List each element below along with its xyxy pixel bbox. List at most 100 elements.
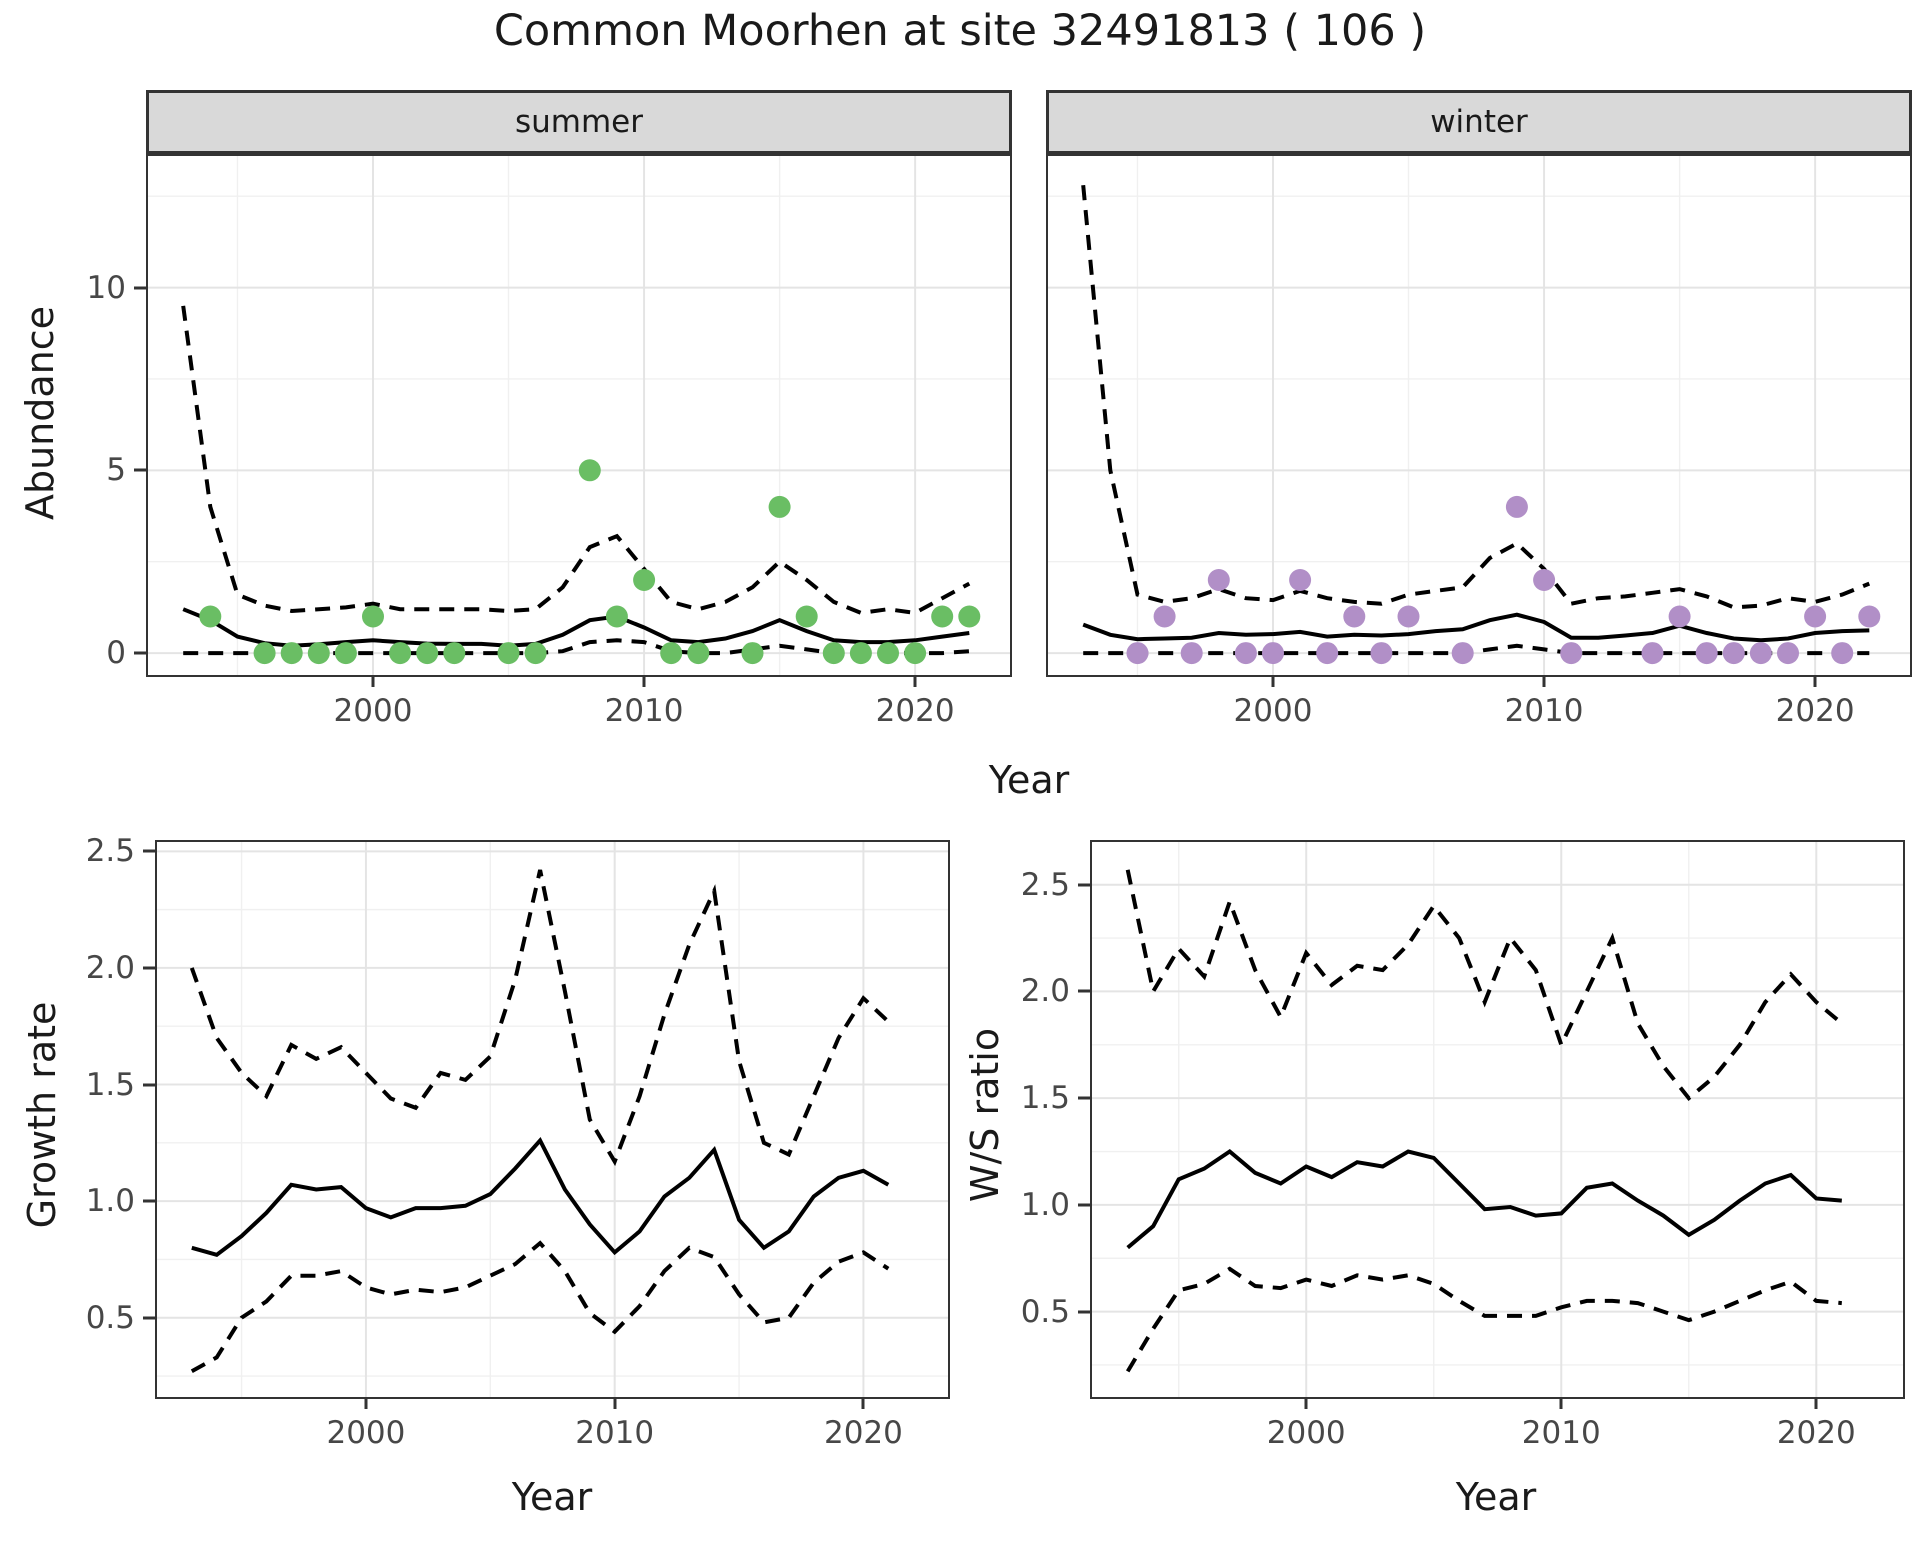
- y-tick-mark: [1078, 1203, 1090, 1207]
- abundance-axis-title: Abundance: [18, 305, 62, 521]
- data-point: [1262, 642, 1284, 665]
- x-tick-mark: [613, 1397, 617, 1409]
- y-tick-label: 10: [86, 269, 126, 306]
- y-tick-mark: [143, 1083, 155, 1087]
- y-tick-mark: [134, 651, 146, 655]
- median-line: [191, 1136, 890, 1257]
- data-point: [280, 642, 303, 665]
- facet-strip-summer: summer: [146, 90, 1012, 154]
- data-point: [307, 642, 330, 665]
- data-point: [1831, 642, 1854, 665]
- data-point: [199, 605, 222, 628]
- x-tick-label: 2010: [1521, 1415, 1601, 1451]
- data-point: [497, 642, 520, 665]
- x-tick-label: 2020: [823, 1415, 903, 1451]
- x-tick-mark: [1814, 1397, 1818, 1409]
- upper-ci-line: [1125, 869, 1844, 1102]
- panel-winter-abundance: 2000 2010 2020: [1046, 154, 1912, 729]
- data-point: [768, 495, 791, 518]
- x-tick-label: 2000: [1266, 1415, 1346, 1451]
- panel-ws-ratio: 2000 2010 2020 0.5 1.0 1.5 2.0 2.5: [1021, 840, 1905, 1451]
- data-point: [1695, 642, 1718, 665]
- data-point: [1343, 605, 1366, 628]
- x-tick-mark: [1271, 675, 1275, 687]
- y-tick-mark: [143, 1316, 155, 1320]
- panel-summer-abundance: 2000 2010 2020 0 5 10: [87, 154, 1012, 729]
- data-point: [1505, 495, 1528, 518]
- median-line: [1126, 1149, 1842, 1250]
- y-tick-mark: [1078, 883, 1090, 887]
- year-axis-title-ws: Year: [1455, 1475, 1537, 1519]
- data-point: [1858, 605, 1881, 628]
- y-tick-label: 1.0: [1020, 1186, 1070, 1223]
- data-point: [524, 642, 547, 665]
- y-tick-label: 0.5: [85, 1299, 135, 1336]
- data-point: [795, 605, 818, 628]
- x-tick-label: 2020: [1775, 693, 1855, 729]
- summer-abundance-chart: [148, 156, 1010, 675]
- x-tick-label: 2000: [1233, 693, 1313, 729]
- data-point: [1153, 605, 1176, 628]
- upper-ci-line: [189, 869, 890, 1167]
- data-point: [1560, 642, 1583, 665]
- upper-ci-line: [1081, 185, 1871, 610]
- data-point: [931, 605, 954, 628]
- y-tick-label: 5: [106, 452, 126, 489]
- data-point: [578, 459, 601, 482]
- y-tick-label: 2.5: [1020, 866, 1070, 903]
- data-point: [687, 642, 710, 665]
- y-tick-mark: [1078, 1310, 1090, 1314]
- data-point: [253, 642, 276, 665]
- data-point: [1126, 642, 1149, 665]
- x-tick-label: 2010: [604, 693, 684, 729]
- x-tick-mark: [1559, 1397, 1563, 1409]
- y-tick-mark: [1078, 1096, 1090, 1100]
- data-point: [1289, 569, 1312, 591]
- y-tick-label: 2.0: [1020, 973, 1070, 1010]
- ws-ratio-axis-title: W/S ratio: [963, 1027, 1007, 1203]
- x-tick-mark: [642, 675, 646, 687]
- x-tick-label: 2010: [1504, 693, 1584, 729]
- year-axis-title-top: Year: [988, 758, 1070, 802]
- y-tick-mark: [134, 468, 146, 472]
- data-point: [1207, 569, 1230, 591]
- data-point: [1397, 605, 1420, 628]
- x-tick-mark: [1813, 675, 1817, 687]
- y-tick-label: 2.5: [85, 833, 135, 870]
- growth-rate-chart: [157, 842, 948, 1397]
- x-tick-label: 2020: [875, 693, 955, 729]
- data-point: [904, 642, 927, 665]
- data-point: [389, 642, 412, 665]
- x-tick-mark: [1542, 675, 1546, 687]
- data-point: [416, 642, 439, 665]
- y-tick-label: 0: [106, 635, 126, 672]
- x-tick-label: 2020: [1776, 1415, 1856, 1451]
- y-tick-label: 1.5: [85, 1066, 135, 1103]
- y-tick-mark: [143, 849, 155, 853]
- data-point: [605, 605, 628, 628]
- y-tick-mark: [143, 1199, 155, 1203]
- data-point: [633, 569, 656, 591]
- data-point: [1451, 642, 1474, 665]
- data-point: [849, 642, 872, 665]
- x-tick-label: 2010: [575, 1415, 655, 1451]
- data-point: [1370, 642, 1393, 665]
- year-axis-title-growth: Year: [511, 1475, 593, 1519]
- upper-ci-line: [181, 305, 971, 615]
- data-point: [660, 642, 683, 665]
- data-point: [1722, 642, 1745, 665]
- data-point: [1180, 642, 1203, 665]
- lower-ci-line: [1125, 1266, 1842, 1373]
- y-tick-mark: [134, 286, 146, 290]
- median-line: [1082, 612, 1870, 643]
- data-point: [362, 605, 384, 628]
- data-point: [1533, 569, 1556, 591]
- y-tick-label: 1.5: [1020, 1080, 1070, 1117]
- x-tick-label: 2000: [326, 1415, 406, 1451]
- y-tick-label: 2.0: [85, 949, 135, 986]
- data-point: [1316, 642, 1339, 665]
- plot-title: Common Moorhen at site 32491813 ( 106 ): [493, 6, 1427, 56]
- data-point: [1234, 642, 1257, 665]
- data-point: [741, 642, 764, 665]
